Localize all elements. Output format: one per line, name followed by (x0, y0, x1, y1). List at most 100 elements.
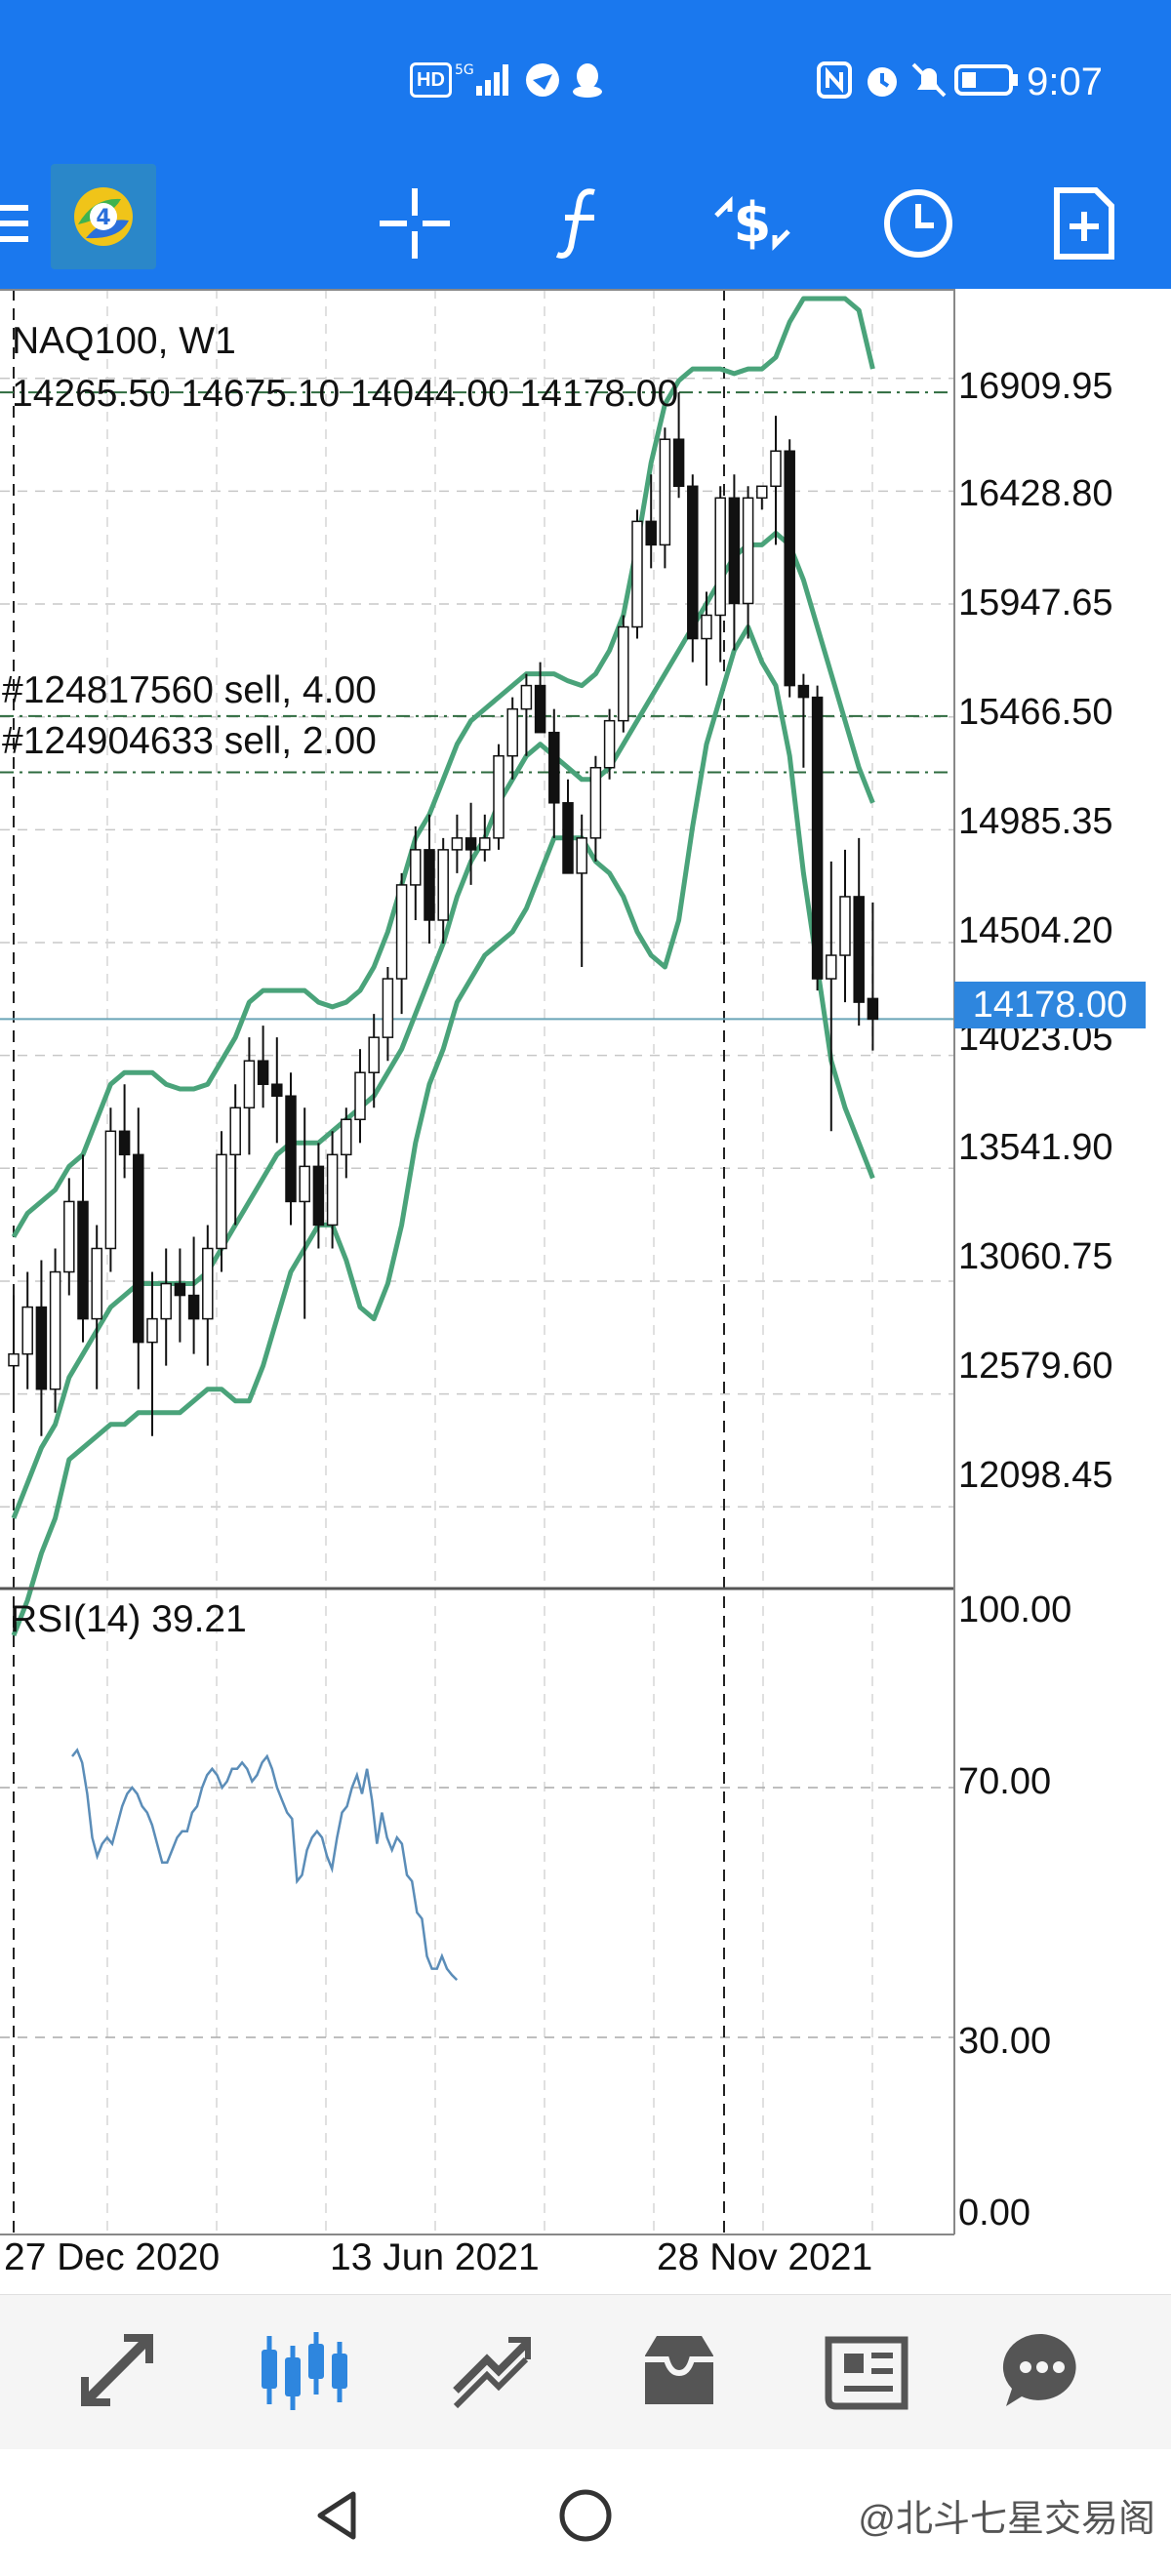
order-label-2[interactable]: #124904633 sell, 2.00 (2, 720, 377, 762)
candle-bear (672, 438, 685, 488)
chart-area[interactable]: NAQ100, W1 14265.50 14675.10 14044.00 14… (0, 289, 1171, 2294)
bollinger-lower-line (11, 624, 875, 1637)
candle-bull (839, 896, 851, 956)
candle-bull (701, 614, 712, 640)
price-tick: 14504.20 (958, 910, 1113, 951)
candle-bull (603, 719, 616, 769)
signal-icon: 5G (455, 60, 513, 100)
candle-bear (118, 1130, 131, 1156)
candle-bull (659, 438, 671, 546)
candle-bull (631, 520, 643, 628)
date-label: 13 Jun 2021 (330, 2236, 540, 2278)
quotes-icon[interactable] (59, 2316, 176, 2424)
candle-bull (479, 837, 491, 851)
metatrader-logo-icon[interactable]: 4 (51, 164, 156, 269)
candle-bull (451, 837, 464, 851)
function-icon[interactable] (527, 170, 634, 277)
candle-bull (437, 849, 449, 921)
chat-icon[interactable] (984, 2316, 1101, 2424)
system-nav-bar: @北斗七星交易阁 (0, 2449, 1171, 2576)
candle-bull (714, 497, 726, 617)
candle-bear (35, 1306, 48, 1390)
news-icon[interactable] (808, 2316, 925, 2424)
chart-canvas[interactable] (0, 289, 1171, 2294)
price-tick: 14985.35 (958, 801, 1113, 842)
rsi-tick: 70.00 (958, 1761, 1052, 1802)
mute-icon (909, 60, 949, 100)
candle-bull (520, 684, 533, 710)
ohlc-label: 14265.50 14675.10 14044.00 14178.00 (12, 373, 679, 415)
candle-bull (395, 884, 408, 980)
candle-bear (424, 849, 435, 921)
candle-bull (506, 707, 518, 757)
alarm-icon (863, 60, 902, 100)
candle-bear (133, 1153, 144, 1344)
candle-bull (243, 1060, 256, 1109)
candle-bear (853, 896, 865, 1003)
candle-bear (285, 1095, 297, 1203)
candle-bear (77, 1200, 89, 1320)
chart-icon[interactable] (246, 2316, 363, 2424)
home-icon[interactable] (546, 2476, 625, 2555)
crosshair-icon[interactable] (361, 170, 468, 277)
candle-bull (104, 1130, 117, 1250)
candle-bull (91, 1247, 102, 1320)
candle-bull (299, 1165, 310, 1203)
status-bar: HD 5G (0, 0, 1171, 166)
candle-bear (867, 997, 879, 1021)
candle-bull (756, 485, 768, 500)
price-tick: 13541.90 (958, 1127, 1113, 1168)
candle-bear (728, 497, 741, 605)
hamburger-menu-icon[interactable] (0, 170, 68, 277)
candle-bear (548, 731, 560, 804)
symbol-exchange-icon[interactable]: $ (699, 170, 806, 277)
candle-bull (49, 1270, 61, 1390)
candle-bull (576, 837, 587, 874)
candle-bear (464, 837, 477, 851)
bollinger-upper-line (11, 296, 875, 1238)
candle-bull (8, 1352, 20, 1367)
history-icon[interactable] (621, 2316, 738, 2424)
price-tick: 15466.50 (958, 692, 1113, 733)
candle-bear (784, 450, 795, 687)
candle-bull (382, 978, 394, 1038)
candle-bull (742, 497, 754, 605)
date-label: 28 Nov 2021 (657, 2236, 873, 2278)
candle-bull (229, 1107, 241, 1156)
candle-bull (202, 1247, 214, 1320)
rsi-line (71, 1748, 459, 1981)
rsi-label: RSI(14) 39.21 (10, 1598, 247, 1640)
status-time: 9:07 (1027, 60, 1103, 103)
candle-bull (326, 1153, 339, 1227)
clock-icon[interactable] (865, 170, 972, 277)
candle-bull (341, 1118, 352, 1156)
bottom-tab-bar (0, 2294, 1171, 2449)
trade-icon[interactable] (433, 2316, 550, 2424)
new-order-icon[interactable] (1030, 170, 1138, 277)
candle-bull (770, 450, 782, 488)
candle-bear (257, 1060, 269, 1085)
candle-bull (354, 1071, 366, 1121)
candle-bear (187, 1294, 200, 1320)
price-tick: 16909.95 (958, 366, 1113, 407)
date-label: 27 Dec 2020 (4, 2236, 221, 2278)
candle-bull (493, 754, 505, 839)
watermark: @北斗七星交易阁 (858, 2499, 1155, 2540)
candle-bull (368, 1036, 380, 1073)
candle-bull (21, 1306, 33, 1355)
svg-text:4: 4 (96, 206, 110, 230)
candle-bear (645, 520, 657, 546)
rsi-tick: 100.00 (958, 1590, 1072, 1630)
candle-bull (410, 849, 422, 886)
svg-text:5G: 5G (455, 62, 474, 78)
candle-bear (271, 1083, 283, 1097)
back-icon[interactable] (299, 2476, 377, 2555)
svg-text:$: $ (734, 191, 772, 255)
candle-bear (312, 1165, 325, 1227)
app-notification-icon (523, 60, 562, 100)
candle-bear (797, 684, 810, 699)
order-label-1[interactable]: #124817560 sell, 4.00 (2, 669, 377, 711)
hd-badge: HD (410, 60, 452, 100)
price-tick: 12098.45 (958, 1455, 1113, 1496)
